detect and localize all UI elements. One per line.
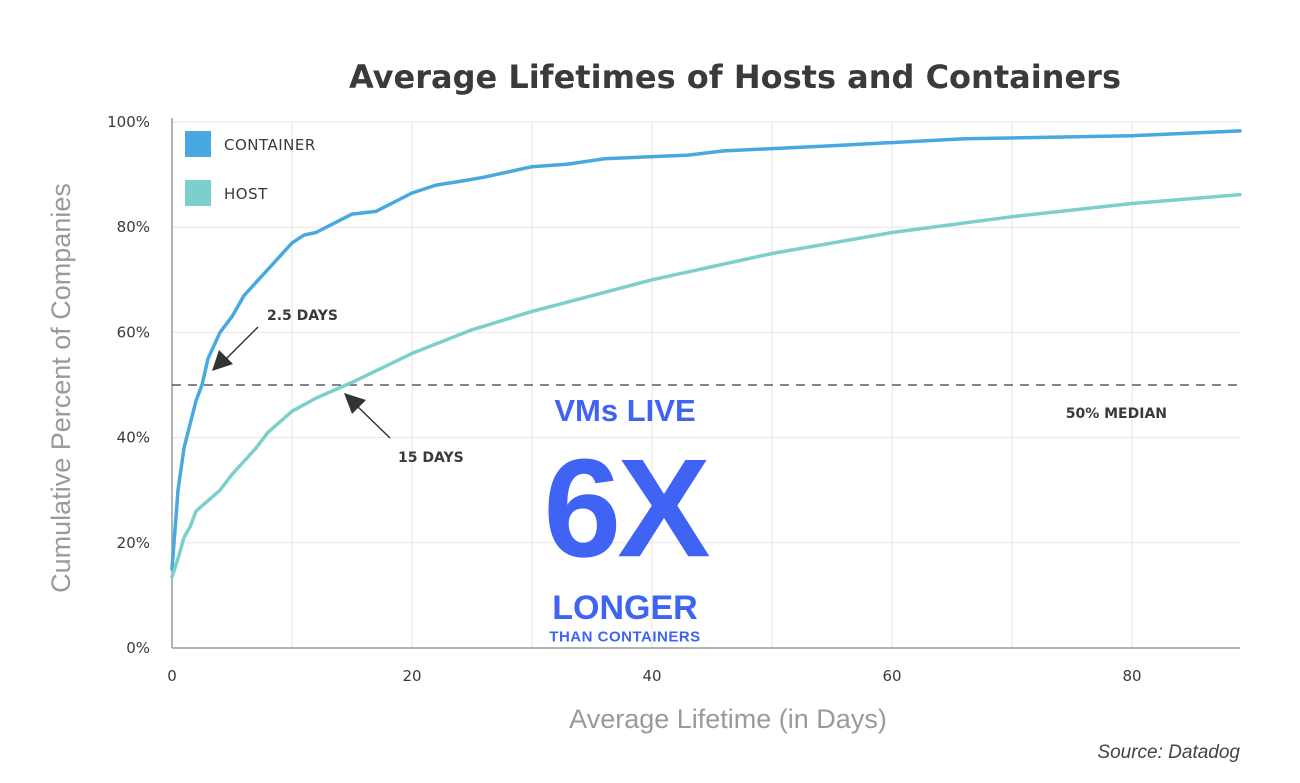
legend-label: CONTAINER <box>224 136 316 154</box>
legend-swatch-host <box>185 180 211 206</box>
x-tick-label: 40 <box>642 667 661 685</box>
x-tick-label: 0 <box>167 667 177 685</box>
callout-line-2: 6X <box>543 429 710 586</box>
series-line-container <box>170 129 1242 571</box>
annotation-arrowhead <box>344 393 366 414</box>
x-tick-label: 60 <box>882 667 901 685</box>
series-line-host <box>170 192 1242 579</box>
x-axis-label: Average Lifetime (in Days) <box>569 704 887 734</box>
y-tick-label: 100% <box>107 113 150 131</box>
annotation-arrowhead <box>212 350 233 371</box>
y-tick-label: 80% <box>117 218 150 236</box>
annotation-host-median: 15 DAYS <box>398 450 464 466</box>
source-label: Source: Datadog <box>1097 742 1240 763</box>
y-tick-label: 0% <box>126 639 150 657</box>
annotation-arrow-line <box>355 404 391 439</box>
x-tick-label: 20 <box>402 667 421 685</box>
chart-title: Average Lifetimes of Hosts and Container… <box>349 58 1121 96</box>
legend-swatch-container <box>185 131 211 157</box>
x-tick-label: 80 <box>1122 667 1141 685</box>
annotation-container-median: 2.5 DAYS <box>267 308 338 324</box>
y-tick-label: 20% <box>117 534 150 552</box>
y-axis-label: Cumulative Percent of Companies <box>46 183 76 593</box>
legend-label: HOST <box>224 185 268 203</box>
y-tick-label: 60% <box>117 323 150 341</box>
callout-line-4: THAN CONTAINERS <box>549 629 700 646</box>
y-tick-label: 40% <box>117 429 150 447</box>
annotation-arrow-line <box>224 326 259 361</box>
callout-line-1: VMs LIVE <box>554 393 695 428</box>
callout-line-3: LONGER <box>552 589 697 627</box>
median-label: 50% MEDIAN <box>1066 406 1167 422</box>
